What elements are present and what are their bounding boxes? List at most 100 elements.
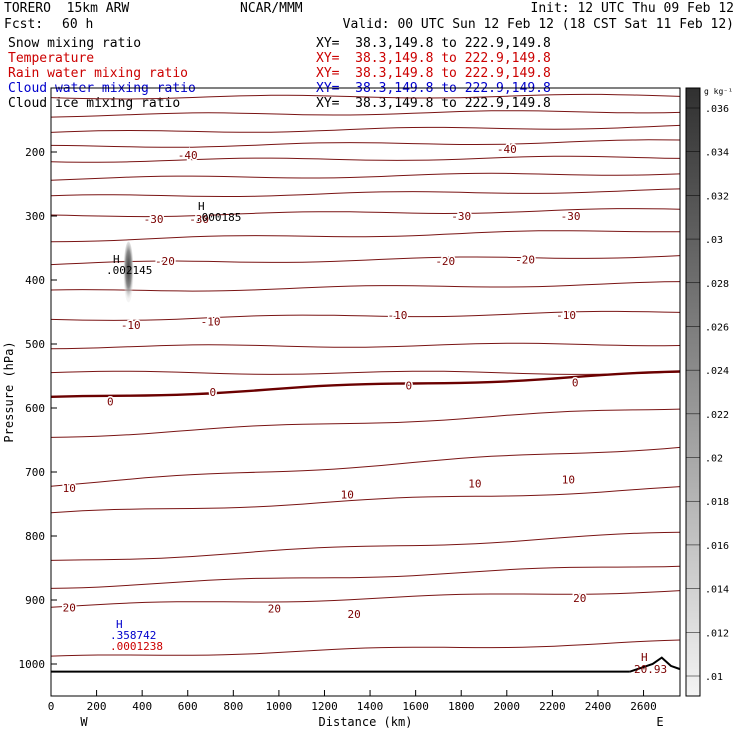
valid-time: Valid: 00 UTC Sun 12 Feb 12 (18 CST Sat … bbox=[342, 17, 734, 32]
isotherm-label: 0 bbox=[209, 386, 216, 399]
isotherm-label: -30 bbox=[189, 213, 209, 226]
temp-max-marker: H bbox=[641, 651, 648, 664]
x-tick-label: 2000 bbox=[494, 700, 521, 713]
x-axis-left-end-label: W bbox=[80, 715, 88, 729]
field-rain-xy: XY= 38.3,149.8 to 222.9,149.8 bbox=[316, 66, 551, 81]
ice-max-marker: H bbox=[198, 200, 205, 213]
colorbar-tick-label: .028 bbox=[705, 279, 729, 290]
isotherm-label: -40 bbox=[497, 143, 517, 156]
isotherm-label: 20 bbox=[573, 592, 586, 605]
isotherm-line bbox=[50, 531, 681, 561]
model-title: TORERO 15km ARW bbox=[4, 1, 130, 16]
isotherm-line bbox=[50, 446, 681, 487]
plot-frame bbox=[50, 87, 681, 697]
isotherm-label: -30 bbox=[451, 210, 471, 223]
isotherm-line bbox=[50, 281, 681, 292]
y-tick-label: 600 bbox=[25, 402, 45, 415]
isotherm-label: 10 bbox=[341, 488, 354, 501]
isotherm-line bbox=[50, 124, 681, 133]
x-tick-label: 2400 bbox=[585, 700, 612, 713]
snow-mixing-ratio-shading bbox=[123, 241, 134, 303]
isotherm-label: -10 bbox=[556, 309, 576, 322]
y-tick-label: 500 bbox=[25, 338, 45, 351]
colorbar-tick-label: .01 bbox=[705, 672, 723, 683]
colorbar-tick-label: .036 bbox=[705, 104, 729, 115]
isotherm-line bbox=[50, 188, 681, 197]
temp-max-value: 20.93 bbox=[634, 663, 667, 676]
cloudwater-max-marker: H bbox=[116, 618, 123, 631]
isotherm-line bbox=[50, 139, 681, 148]
colorbar-tick-label: .032 bbox=[705, 191, 729, 202]
isotherm-line bbox=[50, 310, 681, 321]
forecast-label: Fcst: bbox=[4, 17, 44, 32]
isotherm-line bbox=[50, 370, 681, 398]
isotherm-line bbox=[50, 486, 681, 514]
field-snow-name: Snow mixing ratio bbox=[8, 36, 142, 51]
center-title: NCAR/MMM bbox=[240, 1, 303, 16]
isotherm-label: 0 bbox=[405, 380, 412, 393]
y-tick-label: 800 bbox=[25, 530, 45, 543]
isotherm-line bbox=[50, 639, 681, 657]
x-tick-label: 1000 bbox=[266, 700, 293, 713]
isotherm-line bbox=[50, 208, 681, 218]
isotherm-label: -20 bbox=[155, 255, 175, 268]
colorbar-tick-label: .034 bbox=[705, 148, 729, 159]
y-tick-label: 200 bbox=[25, 146, 45, 159]
field-cloudwater-name: Cloud water mixing ratio bbox=[8, 81, 196, 96]
y-axis-label: Pressure (hPa) bbox=[2, 341, 16, 442]
y-tick-label: 1000 bbox=[19, 658, 46, 671]
isotherm-label: 20 bbox=[268, 602, 281, 615]
field-temp-name: Temperature bbox=[8, 51, 95, 66]
isotherm-layer bbox=[50, 93, 681, 657]
x-tick-label: 1400 bbox=[357, 700, 384, 713]
isotherm-label: -10 bbox=[121, 319, 141, 332]
colorbar-tick-label: .02 bbox=[705, 454, 723, 465]
terrain-line bbox=[629, 656, 681, 673]
rain-max-value: .0001238 bbox=[110, 640, 163, 653]
isotherm-label: 0 bbox=[107, 396, 114, 409]
isotherm-label: 20 bbox=[347, 608, 360, 621]
field-rain-name: Rain water mixing ratio bbox=[8, 66, 189, 81]
x-tick-label: 0 bbox=[48, 700, 55, 713]
y-tick-label: 900 bbox=[25, 594, 45, 607]
isotherm-label-layer: -40 -40 -30 -30 -30 -30 -20 -20 -20 -10 -10 -10 -10 0… bbox=[61, 141, 588, 622]
colorbar-tick-label: .022 bbox=[705, 410, 729, 421]
colorbar-tick-label: .014 bbox=[705, 585, 729, 596]
isotherm-label: -40 bbox=[178, 149, 198, 162]
isotherm-line bbox=[50, 172, 681, 181]
y-tick-label: 700 bbox=[25, 466, 45, 479]
ice-max-value: .000185 bbox=[195, 211, 241, 224]
x-axis-label: Distance (km) bbox=[319, 715, 413, 729]
isotherm-label: 10 bbox=[63, 482, 76, 495]
isotherm-label: 0 bbox=[572, 376, 579, 389]
field-snow-xy: XY= 38.3,149.8 to 222.9,149.8 bbox=[316, 36, 551, 51]
axes-layer: 0 200 400 600 800 1000 1200 1400 1600 1800 2000 220… bbox=[2, 87, 681, 729]
cloudwater-max-value: .358742 bbox=[110, 629, 156, 642]
isotherm-label: -30 bbox=[561, 210, 581, 223]
colorbar-gradient bbox=[685, 87, 701, 697]
colorbar-tick-label: .026 bbox=[705, 322, 729, 333]
colorbar-tick-label: .024 bbox=[705, 366, 729, 377]
y-tick-label: 300 bbox=[25, 210, 45, 223]
isotherm-line bbox=[50, 370, 681, 375]
x-tick-label: 200 bbox=[87, 700, 107, 713]
isotherm-line bbox=[50, 255, 681, 266]
x-tick-label: 1200 bbox=[311, 700, 338, 713]
field-temp-xy: XY= 38.3,149.8 to 222.9,149.8 bbox=[316, 51, 551, 66]
snow-max-value: .002145 bbox=[106, 264, 152, 277]
colorbar-tick-label: .016 bbox=[705, 541, 729, 552]
colorbar: g kg⁻¹ .036 .034 .032 .03 .028 .026 .024 .022 .0… bbox=[685, 87, 733, 697]
y-tick-label: 400 bbox=[25, 274, 45, 287]
isotherm-label: -20 bbox=[435, 255, 455, 268]
isotherm-line bbox=[50, 590, 681, 608]
colorbar-tick-label: .03 bbox=[705, 235, 723, 246]
x-tick-label: 1800 bbox=[448, 700, 475, 713]
snow-max-marker: H bbox=[113, 253, 120, 266]
forecast-hour: 60 h bbox=[62, 17, 94, 32]
x-tick-label: 600 bbox=[178, 700, 198, 713]
isotherm-line bbox=[50, 155, 681, 163]
isotherm-line bbox=[50, 93, 681, 100]
isotherm-line bbox=[50, 565, 681, 589]
colorbar-tick-label: .018 bbox=[705, 497, 729, 508]
isotherm-line bbox=[50, 342, 681, 350]
